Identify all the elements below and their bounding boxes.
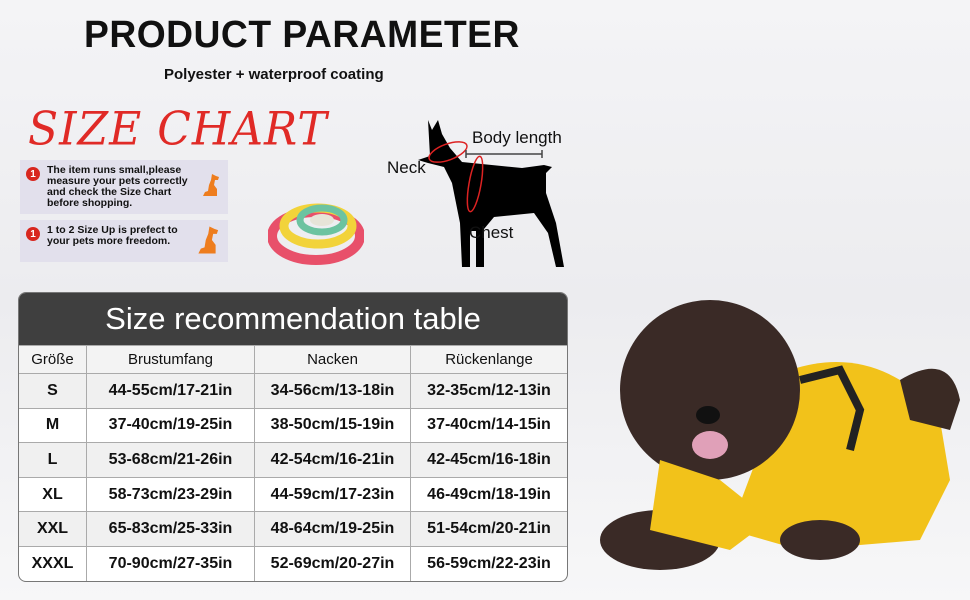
- body-length-label: Body length: [472, 128, 562, 147]
- sitting-dog-icon: [198, 226, 219, 254]
- cell-size: XL: [19, 477, 87, 512]
- cell-neck: 42-54cm/16-21in: [255, 443, 411, 477]
- table-header-row: Größe Brustumfang Nacken Rückenlange: [19, 345, 567, 373]
- cell-size: XXXL: [19, 546, 87, 581]
- chest-label: Chest: [469, 223, 514, 242]
- cell-back-length: 32-35cm/12-13in: [427, 381, 551, 399]
- cell-back-length: 42-45cm/16-18in: [427, 450, 551, 468]
- cell-neck: 38-50cm/15-19in: [255, 408, 411, 443]
- cell-chest: 53-68cm/21-26in: [87, 443, 255, 477]
- cell-chest: 70-90cm/27-35in: [87, 546, 255, 581]
- cell-chest: 65-83cm/25-33in: [87, 512, 255, 546]
- header-size: Größe: [19, 346, 87, 373]
- page-title: PRODUCT PARAMETER: [84, 14, 520, 56]
- cell-size: M: [19, 408, 87, 443]
- note-runs-small: 1 The item runs small,please measure you…: [20, 160, 228, 214]
- header-neck: Nacken: [255, 346, 411, 373]
- header-back-length: Rückenlange: [445, 351, 533, 368]
- table-title: Size recommendation table: [19, 293, 567, 345]
- cell-neck: 48-64cm/19-25in: [255, 512, 411, 546]
- neck-label: Neck: [387, 158, 426, 177]
- material-subtitle: Polyester + waterproof coating: [164, 66, 384, 83]
- note-text: The item runs small,please measure your …: [47, 164, 188, 209]
- cell-size: S: [19, 374, 87, 408]
- table-row: M 37-40cm/19-25in 38-50cm/15-19in 37-40cm/1…: [19, 407, 567, 443]
- cell-back-length: 46-49cm/18-19in: [427, 485, 551, 503]
- sitting-dog-icon: [203, 174, 219, 196]
- cell-neck: 34-56cm/13-18in: [255, 374, 411, 408]
- dog-in-yellow-raincoat-photo: [600, 300, 960, 570]
- table-row: XL 58-73cm/23-29in 44-59cm/17-23in 46-49cm/…: [19, 476, 567, 512]
- cell-neck: 52-69cm/20-27in: [255, 546, 411, 581]
- cell-chest: 37-40cm/19-25in: [87, 408, 255, 443]
- size-chart-heading: SIZE CHART: [28, 102, 328, 157]
- header-chest: Brustumfang: [87, 346, 255, 373]
- table-row: XXXL 70-90cm/27-35in 52-69cm/20-27in 56-59c…: [19, 545, 567, 581]
- cell-back-length: 37-40cm/14-15in: [427, 416, 551, 434]
- dog-measurement-diagram: [418, 120, 564, 267]
- cell-neck: 44-59cm/17-23in: [255, 477, 411, 512]
- table-row: S 44-55cm/17-21in 34-56cm/13-18in 32-35cm/1…: [19, 373, 567, 408]
- size-recommendation-table: Size recommendation table Größe Brustumf…: [18, 292, 568, 582]
- cell-chest: 44-55cm/17-21in: [87, 374, 255, 408]
- cell-size: XXL: [19, 512, 87, 546]
- tape-measure-image: [268, 203, 364, 265]
- table-row: XXL 65-83cm/25-33in 48-64cm/19-25in 51-54cm…: [19, 511, 567, 546]
- note-size-up: 1 1 to 2 Size Up is prefect to your pets…: [20, 220, 228, 262]
- cell-back-length: 51-54cm/20-21in: [427, 520, 551, 538]
- note-badge: 1: [26, 227, 40, 241]
- table-row: L 53-68cm/21-26in 42-54cm/16-21in 42-45cm/1…: [19, 442, 567, 477]
- note-badge: 1: [26, 167, 40, 181]
- cell-back-length: 56-59cm/22-23in: [427, 554, 551, 572]
- cell-chest: 58-73cm/23-29in: [87, 477, 255, 512]
- note-text: 1 to 2 Size Up is prefect to your pets m…: [47, 224, 178, 247]
- cell-size: L: [19, 443, 87, 477]
